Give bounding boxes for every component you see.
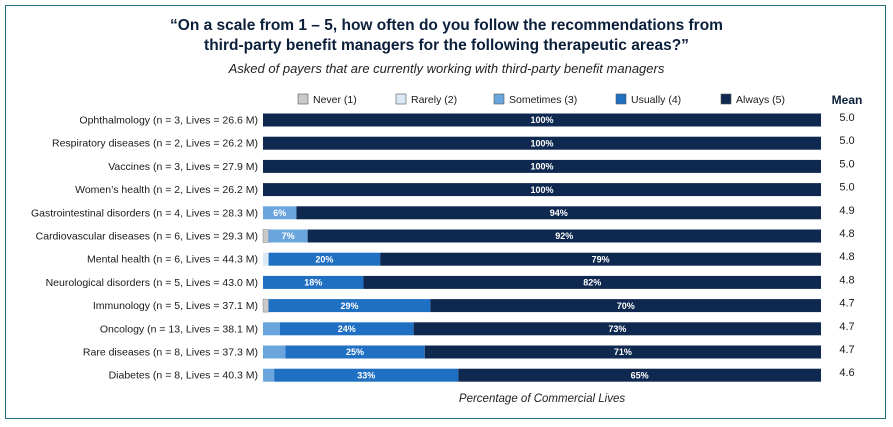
data-label: 7% [282,231,295,241]
bar-segment-rarely [263,252,269,266]
data-label: 71% [614,347,632,357]
category-label: Vaccines (n = 3, Lives = 27.9 M) [108,161,258,173]
data-label: 94% [550,208,568,218]
data-label: 6% [273,208,286,218]
legend-swatch-rarely [395,93,407,105]
mean-value: 4.8 [839,251,854,263]
mean-value: 4.7 [839,344,854,356]
data-label: 25% [346,347,364,357]
bar-segment-usually [274,368,459,382]
data-label: 20% [315,254,333,264]
mean-value: 4.8 [839,228,854,240]
data-label: 100% [530,162,553,172]
bar-segment-sometimes [263,322,280,336]
data-label: 100% [530,115,553,125]
bar-segment-usually [263,275,364,289]
bar-segment-usually [268,252,381,266]
bar-segment-never [262,229,269,243]
category-label: Respiratory diseases (n = 2, Lives = 26.… [52,138,258,150]
legend-swatch-never [297,93,309,105]
mean-header: Mean [832,93,863,107]
legend-swatch-sometimes [493,93,505,105]
data-label: 100% [530,185,553,195]
bar-segment-always [413,322,821,336]
data-label: 29% [340,301,358,311]
data-label: 65% [631,370,649,380]
bar-segment-never [262,298,269,313]
data-label: 82% [583,278,601,288]
mean-value: 4.6 [839,367,854,379]
mean-value: 5.0 [839,135,854,147]
bar-segment-always [263,136,821,150]
mean-value: 5.0 [839,112,854,124]
category-label: Mental health (n = 6, Lives = 44.3 M) [87,254,258,266]
legend-swatch-always [720,93,732,105]
category-label: Women’s health (n = 2, Lives = 26.2 M) [75,184,258,196]
bar-segment-always [430,299,821,313]
data-label: 33% [357,370,375,380]
category-label: Neurological disorders (n = 5, Lives = 4… [46,277,258,289]
bar-segment-always [424,345,821,359]
legend-label-always: Always (5) [736,94,785,106]
legend-label-sometimes: Sometimes (3) [509,94,577,106]
legend-swatch-usually [615,93,627,105]
bar-segment-always [263,183,821,197]
bar-segment-always [307,229,821,243]
category-label: Immunology (n = 5, Lives = 37.1 M) [93,300,258,312]
bar-segment-always [458,368,821,382]
category-label: Cardiovascular diseases (n = 6, Lives = … [36,231,258,243]
bar-segment-sometimes [263,368,275,382]
data-label: 18% [304,278,322,288]
legend-label-never: Never (1) [313,94,357,106]
bar-segment-sometimes [263,345,286,359]
chart-title-line-2: third-party benefit managers for the fol… [204,37,689,54]
bar-segment-usually [279,322,414,336]
bar-segment-usually [268,299,431,313]
category-label: Oncology (n = 13, Lives = 38.1 M) [100,323,258,335]
category-label: Gastrointestinal disorders (n = 4, Lives… [31,207,258,219]
chart-title: “On a scale from 1 – 5, how often do you… [0,16,893,56]
bar-segment-sometimes [263,206,297,220]
data-label: 79% [592,254,610,264]
bar-segment-always [296,206,822,220]
mean-value: 5.0 [839,158,854,170]
bar-segment-usually [285,345,425,359]
chart-title-line-1: “On a scale from 1 – 5, how often do you… [170,17,723,34]
bar-segment-always [363,275,821,289]
legend-label-rarely: Rarely (2) [411,94,457,106]
mean-value: 4.7 [839,298,854,310]
category-label: Rare diseases (n = 8, Lives = 37.3 M) [83,347,258,359]
data-label: 92% [555,231,573,241]
mean-value: 4.9 [839,205,854,217]
data-label: 100% [530,138,553,148]
data-label: 70% [617,301,635,311]
mean-value: 5.0 [839,182,854,194]
bar-segment-always [263,113,821,127]
chart-subtitle: Asked of payers that are currently worki… [228,61,665,76]
x-axis-label: Percentage of Commercial Lives [459,393,625,405]
mean-value: 4.7 [839,321,854,333]
category-label: Diabetes (n = 8, Lives = 40.3 M) [109,370,258,382]
data-label: 73% [608,324,626,334]
mean-value: 4.8 [839,274,854,286]
bar-segment-always [263,159,821,173]
bar-segment-sometimes [268,229,308,243]
bar-segment-always [380,252,821,266]
data-label: 24% [338,324,356,334]
legend-label-usually: Usually (4) [631,94,681,106]
category-label: Ophthalmology (n = 3, Lives = 26.6 M) [79,115,258,127]
